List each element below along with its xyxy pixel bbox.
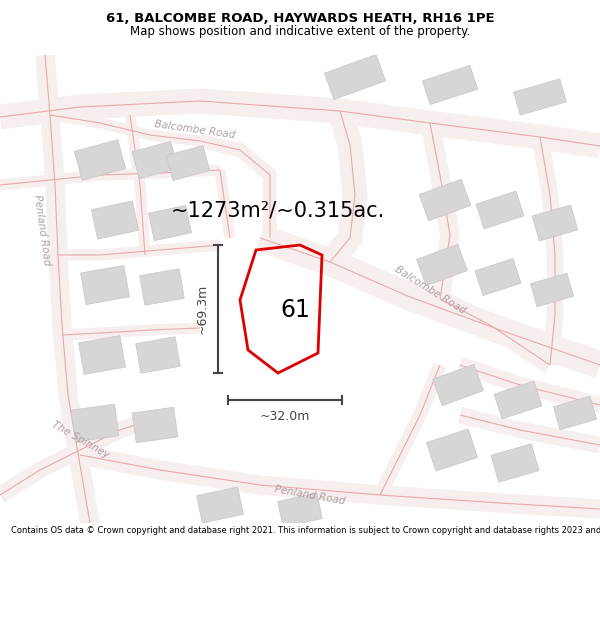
Text: ~32.0m: ~32.0m (260, 409, 310, 422)
Polygon shape (197, 487, 244, 523)
Polygon shape (419, 179, 471, 221)
Polygon shape (132, 408, 178, 442)
Text: Penland Road: Penland Road (32, 194, 52, 266)
Polygon shape (140, 269, 184, 305)
Polygon shape (74, 140, 125, 180)
Text: ~1273m²/~0.315ac.: ~1273m²/~0.315ac. (171, 200, 385, 220)
Polygon shape (476, 191, 524, 229)
Polygon shape (433, 364, 484, 406)
Text: Balcombe Road: Balcombe Road (393, 264, 467, 316)
Polygon shape (514, 79, 566, 115)
Polygon shape (530, 273, 574, 307)
Text: Contains OS data © Crown copyright and database right 2021. This information is : Contains OS data © Crown copyright and d… (11, 526, 600, 535)
Polygon shape (278, 493, 322, 527)
Text: ~69.3m: ~69.3m (196, 284, 209, 334)
Polygon shape (132, 141, 178, 179)
Polygon shape (80, 266, 130, 304)
Polygon shape (79, 336, 125, 374)
Polygon shape (166, 146, 210, 181)
Polygon shape (475, 259, 521, 296)
Polygon shape (325, 54, 386, 99)
Text: Balcombe Road: Balcombe Road (154, 119, 236, 141)
Polygon shape (136, 337, 181, 373)
Polygon shape (553, 396, 596, 430)
Polygon shape (427, 429, 478, 471)
Polygon shape (71, 404, 119, 442)
Text: 61: 61 (280, 298, 310, 322)
Text: Map shows position and indicative extent of the property.: Map shows position and indicative extent… (130, 26, 470, 39)
Polygon shape (491, 444, 539, 483)
Text: The Spinney: The Spinney (50, 419, 110, 461)
Polygon shape (422, 66, 478, 104)
Polygon shape (494, 381, 542, 419)
Polygon shape (532, 205, 578, 241)
Text: Penland Road: Penland Road (274, 484, 346, 506)
Polygon shape (416, 244, 467, 286)
Polygon shape (149, 206, 191, 241)
Text: 61, BALCOMBE ROAD, HAYWARDS HEATH, RH16 1PE: 61, BALCOMBE ROAD, HAYWARDS HEATH, RH16 … (106, 12, 494, 25)
Polygon shape (91, 201, 139, 239)
